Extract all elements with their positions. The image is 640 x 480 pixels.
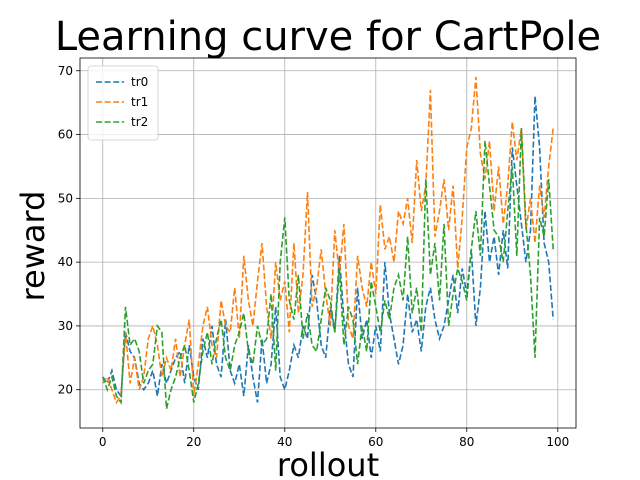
plot-frame: [79, 57, 577, 429]
chart-title: Learning curve for CartPole: [55, 14, 601, 60]
y-tick-label: 40: [58, 255, 73, 269]
legend-label-tr1: tr1: [131, 95, 148, 109]
legend-label-tr0: tr0: [131, 75, 148, 89]
x-tick-label: 20: [186, 435, 201, 449]
series-line-tr1: [102, 77, 554, 405]
y-tick-label: 30: [58, 319, 73, 333]
legend: tr0 tr1 tr2: [87, 65, 159, 141]
x-axis-label: rollout: [277, 446, 379, 480]
y-tick-label: 70: [58, 64, 73, 78]
series-line-tr2: [102, 128, 554, 410]
y-axis-label: reward: [14, 191, 52, 302]
x-tick-label: 100: [546, 435, 569, 449]
x-tick-label: 0: [99, 435, 107, 449]
legend-label-tr2: tr2: [131, 115, 148, 129]
y-tick-label: 60: [58, 128, 73, 142]
series-lines: [102, 77, 554, 410]
y-tick-label: 50: [58, 191, 73, 205]
x-tick-label: 80: [459, 435, 474, 449]
axis-ticks: 0 20 40 60 80 100 20 30 40 50 60 70: [58, 64, 570, 449]
x-tick-label: 40: [277, 435, 292, 449]
y-tick-label: 20: [58, 383, 73, 397]
x-tick-label: 60: [368, 435, 383, 449]
